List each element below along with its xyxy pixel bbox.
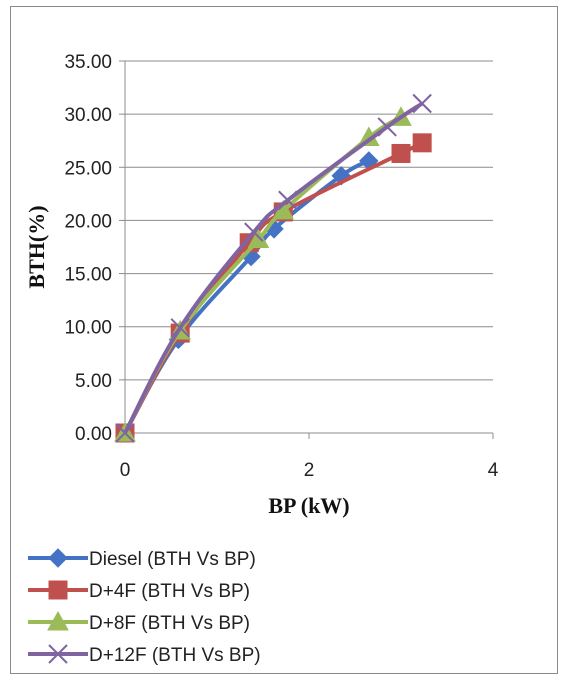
y-tick-label: 15.00 bbox=[64, 265, 112, 286]
data-point bbox=[412, 93, 432, 114]
data-point bbox=[244, 222, 264, 242]
data-point bbox=[391, 143, 411, 163]
chart-frame bbox=[10, 6, 558, 674]
y-tick-label: 35.00 bbox=[64, 52, 112, 73]
y-tick-labels: 0.00 5.00 10.00 15.00 20.00 25.00 30.00 35.00 bbox=[64, 52, 112, 445]
legend-label: Diesel (BTH Vs BP) bbox=[89, 549, 256, 570]
series-1 bbox=[115, 133, 432, 443]
legend-marker bbox=[48, 580, 68, 600]
legend-label: D+12F (BTH Vs BP) bbox=[89, 645, 261, 666]
legend-label: D+4F (BTH Vs BP) bbox=[89, 581, 250, 602]
x-tick-label: 4 bbox=[488, 460, 499, 481]
x-tick-label: 0 bbox=[120, 460, 131, 481]
data-point bbox=[247, 228, 270, 249]
legend: Diesel (BTH Vs BP) D+4F (BTH Vs BP) D+8F (… bbox=[28, 548, 261, 666]
series-line bbox=[123, 141, 424, 434]
legend-item: D+8F (BTH Vs BP) bbox=[28, 610, 250, 634]
legend-item: D+12F (BTH Vs BP) bbox=[28, 644, 261, 666]
legend-marker bbox=[47, 610, 69, 631]
data-point bbox=[115, 423, 135, 443]
series-line bbox=[123, 101, 424, 434]
axes bbox=[119, 60, 494, 439]
legend-marker bbox=[48, 644, 68, 664]
series-line bbox=[123, 159, 370, 434]
legend-marker bbox=[48, 548, 68, 568]
data-point bbox=[278, 190, 298, 210]
legend-label: D+8F (BTH Vs BP) bbox=[89, 613, 250, 634]
series-3 bbox=[115, 93, 432, 443]
data-point bbox=[412, 133, 432, 153]
y-tick-label: 0.00 bbox=[75, 424, 112, 445]
y-tick-label: 30.00 bbox=[64, 105, 112, 126]
x-axis-title: BP (kW) bbox=[268, 493, 349, 518]
series-group bbox=[114, 93, 432, 443]
x-tick-label: 2 bbox=[304, 460, 315, 481]
legend-item: D+4F (BTH Vs BP) bbox=[28, 580, 250, 602]
y-tick-label: 20.00 bbox=[64, 211, 112, 232]
y-tick-label: 5.00 bbox=[75, 371, 112, 392]
x-tick-labels: 0 2 4 bbox=[120, 460, 499, 481]
data-point bbox=[377, 117, 397, 137]
series-0 bbox=[115, 151, 379, 443]
y-axis-title: BTH(%) bbox=[24, 205, 49, 288]
y-tick-label: 25.00 bbox=[64, 158, 112, 179]
y-tick-label: 10.00 bbox=[64, 318, 112, 339]
legend-item: Diesel (BTH Vs BP) bbox=[28, 548, 256, 570]
data-point bbox=[170, 318, 190, 338]
